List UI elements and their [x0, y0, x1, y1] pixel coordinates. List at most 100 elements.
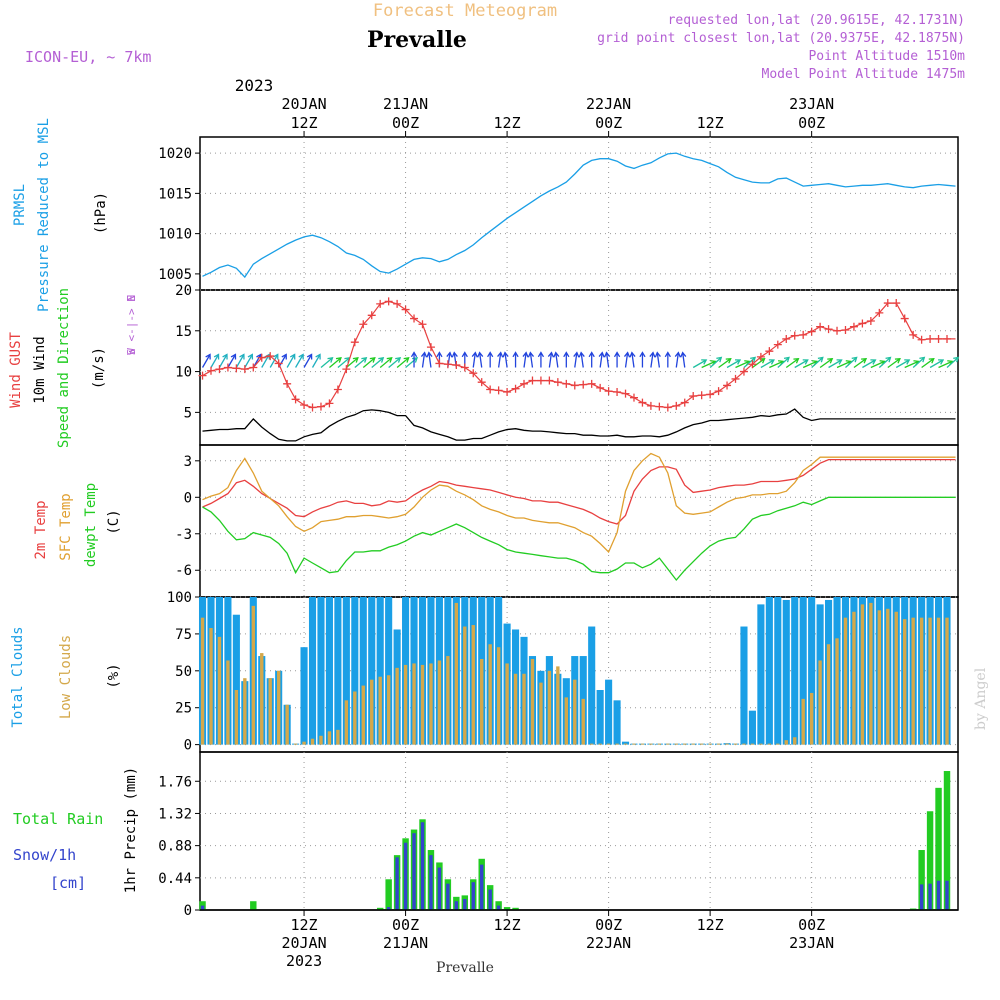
label-10m-wind: 10m Wind	[32, 336, 48, 403]
low-cloud-bar	[226, 660, 230, 745]
gust-marker	[266, 352, 275, 361]
gust-marker	[596, 383, 605, 392]
low-cloud-bar	[793, 737, 797, 745]
wind-arrow	[649, 351, 656, 368]
low-cloud-bar	[327, 731, 332, 745]
gust-marker	[206, 366, 215, 375]
gust-marker	[435, 359, 444, 368]
low-cloud-bar	[666, 743, 670, 745]
bottom-hour-label: 12Z	[291, 916, 318, 934]
low-cloud-bar	[200, 617, 205, 745]
sfc-temp-line	[202, 452, 956, 554]
snow-bar	[454, 901, 459, 910]
wind-arrow	[613, 351, 621, 368]
total-cloud-bar	[325, 597, 333, 745]
wind-arrow	[921, 357, 935, 369]
station-name: Prevalle	[367, 27, 467, 53]
total-cloud-bar	[334, 597, 342, 745]
gust-marker	[892, 299, 901, 308]
total-cloud-bar	[757, 604, 765, 745]
low-cloud-bar	[911, 617, 915, 745]
gust-marker	[883, 299, 892, 308]
gust-marker	[663, 403, 672, 412]
gust-marker	[300, 401, 309, 410]
snow-bar	[919, 884, 924, 910]
total-cloud-bar	[799, 597, 807, 745]
wind-arrow	[512, 351, 519, 368]
wind-arrow	[878, 356, 892, 368]
wind-arrow	[477, 351, 484, 368]
label-speed-direction: Speed and Direction	[56, 288, 72, 448]
total-cloud-bar	[232, 614, 240, 745]
gust-marker	[249, 363, 258, 372]
low-cloud-bar	[260, 653, 264, 745]
gust-marker	[646, 401, 655, 410]
gust-marker	[215, 365, 224, 374]
low-cloud-bar	[293, 743, 298, 745]
low-cloud-bar	[513, 673, 518, 745]
gust-marker	[257, 353, 266, 362]
watermark: by Angel	[973, 667, 989, 730]
gust-marker	[824, 325, 833, 334]
bottom-date-label: 20JAN	[281, 934, 326, 952]
low-cloud-bar	[353, 691, 357, 745]
wind-arrow	[929, 359, 945, 369]
wind-arrow	[388, 357, 402, 368]
wind-arrow	[553, 351, 560, 368]
low-cloud-bar	[674, 743, 678, 745]
gust-marker	[748, 360, 757, 369]
low-cloud-bar	[243, 678, 247, 745]
rain-bar	[926, 811, 934, 910]
y-tick-label-wind: 5	[184, 405, 192, 421]
total-cloud-bar	[300, 647, 308, 745]
wind-arrow	[471, 351, 478, 368]
total-cloud-bar	[308, 597, 317, 745]
gust-marker	[384, 297, 393, 306]
label-prmsl: PRMSL	[12, 184, 28, 226]
low-cloud-bar	[496, 647, 501, 745]
pressure-line	[202, 152, 956, 279]
low-cloud-bar	[378, 676, 382, 745]
wind-arrow	[410, 351, 418, 368]
wind-arrow	[497, 351, 504, 368]
wind-arrow	[588, 351, 595, 368]
low-cloud-bar	[589, 743, 594, 745]
gust-marker	[858, 319, 867, 328]
low-cloud-bar	[759, 743, 763, 745]
gust-marker	[223, 363, 232, 372]
gust-marker	[604, 387, 613, 396]
gust-marker	[731, 374, 740, 383]
gust-marker	[469, 369, 478, 378]
gust-marker	[443, 360, 452, 369]
y-tick-label-precip: 0	[184, 903, 192, 919]
low-cloud-bar	[869, 602, 873, 745]
top-hour-label: 00Z	[798, 114, 825, 132]
low-cloud-bar	[429, 663, 433, 745]
top-hour-label: 12Z	[697, 114, 724, 132]
gust-marker	[503, 387, 512, 396]
wind-arrow	[828, 359, 843, 369]
wind-arrow	[845, 356, 858, 368]
snow-bar	[200, 905, 205, 910]
low-cloud-bar	[209, 628, 213, 745]
gust-marker	[909, 330, 918, 339]
gust-marker	[291, 395, 300, 404]
low-cloud-bar	[776, 743, 780, 745]
gust-marker	[562, 379, 571, 388]
low-cloud-bar	[598, 743, 602, 745]
gust-marker	[308, 403, 317, 412]
low-cloud-bar	[217, 636, 222, 745]
y-tick-label-wind: 10	[175, 365, 192, 381]
y-tick-label-temp: 3	[184, 454, 192, 470]
low-cloud-bar	[556, 666, 560, 745]
y-tick-label-precip: 1.76	[158, 774, 192, 790]
gust-marker	[934, 334, 943, 343]
gust-marker	[773, 340, 782, 349]
wind-arrow	[218, 353, 228, 368]
low-cloud-bar	[708, 743, 712, 745]
wind-arrow	[420, 351, 428, 368]
y-tick-label-precip: 0.44	[158, 871, 192, 887]
gust-marker	[536, 376, 545, 385]
bottom-hour-label: 12Z	[697, 916, 724, 934]
